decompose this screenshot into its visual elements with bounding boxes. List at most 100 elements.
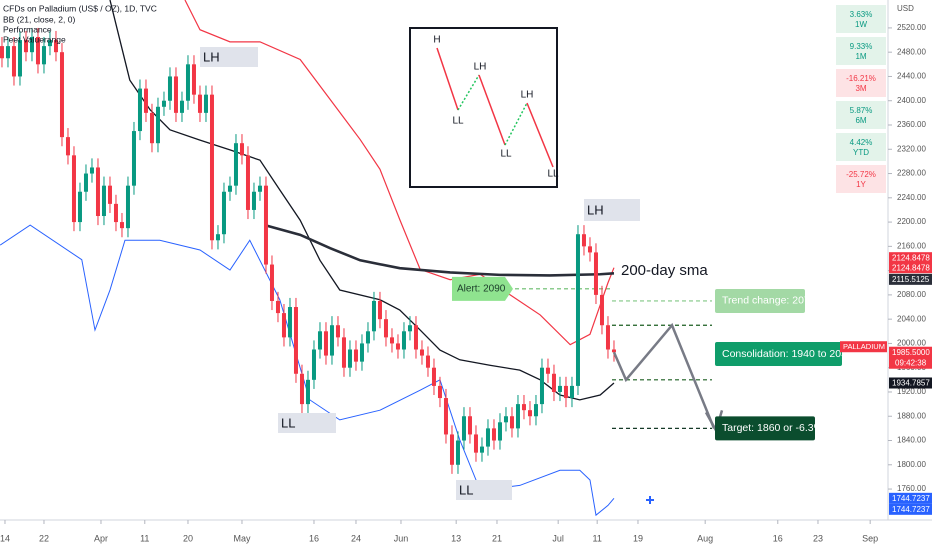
annotation-box (278, 413, 336, 433)
symbol-tag (840, 341, 887, 353)
level-box (715, 342, 842, 366)
candle-body (71, 155, 76, 223)
candle-body (611, 349, 616, 353)
price-tag (889, 346, 932, 369)
candle-body (581, 234, 586, 247)
price-tag-label: 2124.8478 (892, 253, 930, 262)
performance-period: 1Y (856, 180, 866, 189)
candle-body (365, 331, 370, 344)
level-box (715, 416, 815, 441)
candle-body (419, 349, 424, 356)
candle-body (425, 355, 430, 368)
performance-change: 5.87% (850, 106, 873, 115)
candle-body (227, 185, 232, 192)
candle-body (599, 294, 604, 326)
candle-body (323, 331, 328, 356)
candle-body (455, 440, 460, 465)
price-tag (889, 252, 932, 264)
candle-body (161, 100, 166, 107)
candle-body (257, 185, 262, 192)
performance-change: 9.33% (850, 42, 873, 51)
y-tick-label: 1920.00 (897, 387, 926, 396)
y-tick-label: 2160.00 (897, 241, 926, 250)
price-tag (889, 273, 932, 285)
candle-body (17, 40, 22, 77)
inset-segment (526, 102, 554, 168)
candle-body (485, 428, 490, 447)
indicator-line (184, 0, 615, 346)
inset-label: LH (521, 90, 534, 101)
inset-zigzag (436, 47, 554, 168)
candle-body (125, 185, 130, 229)
candle-body (545, 367, 550, 374)
level-label: Target: 1860 or -6.3% (722, 422, 823, 434)
price-tag-label: 1744.7237 (892, 494, 930, 503)
candle-body (329, 325, 334, 356)
inset-segment (436, 47, 459, 111)
level-label: Alert: 2090 (457, 283, 506, 294)
level-box (715, 288, 805, 313)
candle-body (197, 94, 202, 113)
candle-body (353, 349, 358, 362)
candle-body (101, 185, 106, 217)
candle-body (473, 434, 478, 453)
annotation-label: LL (459, 482, 473, 497)
price-tag-label: 1934.7857 (892, 379, 930, 388)
y-tick-label: 2480.00 (897, 47, 926, 56)
candle-body (35, 37, 40, 65)
candle-body (203, 94, 208, 113)
chart-title: CFDs on Palladium (US$ / OZ), 1D, TVC (3, 3, 157, 13)
x-tick-label: 22 (39, 533, 49, 543)
price-tag (889, 503, 932, 515)
candle-body (77, 191, 82, 223)
candle-body (605, 325, 610, 350)
x-tick-label: 23 (813, 533, 823, 543)
candle-body (347, 349, 352, 368)
x-tick-label: Jun (394, 533, 409, 543)
inset-segment (457, 74, 480, 111)
x-tick-label: Apr (94, 533, 108, 543)
legend-line: Peet Valuerange (3, 34, 66, 44)
candle-body (527, 410, 532, 417)
candle-body (443, 398, 448, 435)
performance-cell (836, 5, 886, 33)
x-tick-label: 13 (451, 533, 461, 543)
x-tick-label: 14 (0, 533, 10, 543)
candle-body (131, 131, 136, 186)
price-tag-label: 2124.8478 (892, 263, 930, 272)
axis-unit: USD (897, 4, 914, 13)
candle-body (515, 404, 520, 429)
y-tick-label: 1760.00 (897, 484, 926, 493)
legend-line: BB (21, close, 2, 0) (3, 14, 75, 24)
candle-body (521, 404, 526, 411)
candle-body (479, 446, 484, 453)
candle-body (293, 307, 298, 374)
price-tag-label: 2115.5125 (892, 275, 930, 284)
plot-area (0, 0, 716, 517)
candle-body (251, 191, 256, 210)
annotation-box (200, 47, 258, 67)
candle-body (563, 385, 568, 399)
candle-body (119, 222, 124, 229)
y-tick-label: 2240.00 (897, 193, 926, 202)
candle-body (569, 385, 574, 399)
y-tick-label: 2320.00 (897, 144, 926, 153)
performance-change: -16.21% (846, 74, 876, 83)
x-tick-label: Jul (552, 533, 564, 543)
candle-body (299, 373, 304, 405)
candle-body (287, 307, 292, 338)
candle-body (383, 319, 388, 338)
y-tick-label: 2360.00 (897, 120, 926, 129)
candle-body (587, 246, 592, 253)
performance-period: 1M (855, 52, 866, 61)
candle-body (281, 313, 286, 338)
y-tick-label: 1840.00 (897, 436, 926, 445)
legend-line: Performance (3, 24, 52, 34)
candle-body (221, 191, 226, 235)
x-tick-label: 16 (309, 533, 319, 543)
candle-body (185, 64, 190, 101)
candle-body (167, 76, 172, 101)
performance-change: -25.72% (846, 170, 876, 179)
candle-body (551, 373, 556, 392)
candle-body (593, 252, 598, 295)
